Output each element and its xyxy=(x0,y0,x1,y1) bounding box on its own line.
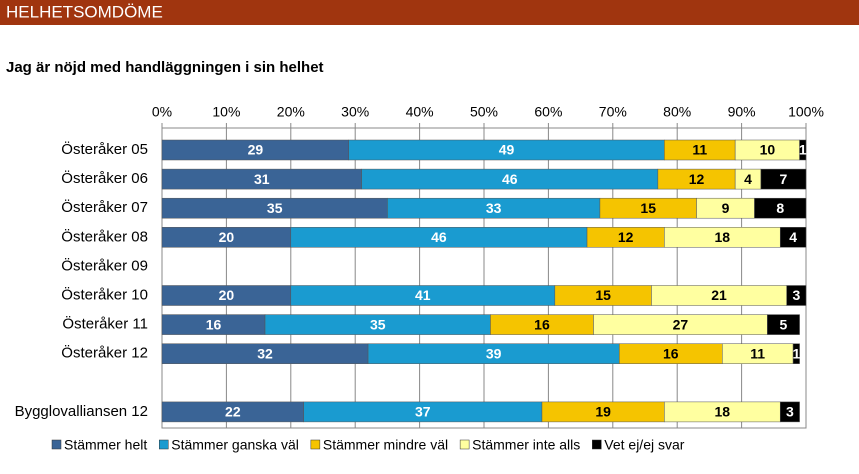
data-label: 20 xyxy=(219,287,235,303)
legend-swatch xyxy=(310,439,321,450)
data-label: 10 xyxy=(760,142,776,158)
data-label: 1 xyxy=(799,142,807,158)
x-tick-label: 0% xyxy=(152,104,172,120)
x-tick-label: 30% xyxy=(341,104,369,120)
data-label: 12 xyxy=(618,229,634,245)
data-label: 22 xyxy=(225,404,241,420)
data-label: 39 xyxy=(486,345,502,361)
data-label: 18 xyxy=(714,229,730,245)
data-label: 1 xyxy=(792,345,800,361)
bar-segment xyxy=(767,314,800,335)
y-tick-label: Österåker 10 xyxy=(61,285,148,303)
x-tick-label: 20% xyxy=(277,104,305,120)
x-tick-label: 40% xyxy=(406,104,434,120)
data-label: 8 xyxy=(776,200,784,216)
data-label: 12 xyxy=(689,171,705,187)
header-band xyxy=(0,0,859,25)
data-label: 11 xyxy=(750,345,765,361)
data-label: 18 xyxy=(714,404,730,420)
x-tick-label: 100% xyxy=(788,104,824,120)
data-label: 32 xyxy=(257,345,273,361)
data-label: 35 xyxy=(267,200,283,216)
x-tick-label: 50% xyxy=(470,104,498,120)
data-label: 33 xyxy=(486,200,502,216)
y-tick-label: Österåker 11 xyxy=(62,315,148,333)
legend-swatch xyxy=(159,439,169,450)
y-tick-label: Österåker 12 xyxy=(61,344,148,362)
y-tick-label: Österåker 07 xyxy=(61,198,148,216)
x-tick-label: 70% xyxy=(599,104,627,120)
legend-label: Stämmer helt xyxy=(64,437,147,453)
legend-swatch xyxy=(459,439,470,450)
data-label: 19 xyxy=(595,404,611,420)
y-tick-label: Bygglovalliansen 12 xyxy=(15,403,148,420)
y-tick-label: Österåker 08 xyxy=(61,227,148,245)
bar-segment xyxy=(792,343,800,364)
data-label: 31 xyxy=(254,171,270,187)
data-label: 37 xyxy=(415,404,431,420)
data-label: 3 xyxy=(786,404,794,420)
bar-segment xyxy=(760,168,807,190)
data-label: 9 xyxy=(722,200,730,216)
bar-segment xyxy=(779,401,800,423)
data-label: 46 xyxy=(431,229,447,245)
chart-title: Jag är nöjd med handläggningen i sin hel… xyxy=(6,59,324,76)
legend-label: Stämmer mindre väl xyxy=(323,437,448,453)
y-tick-label: Österåker 05 xyxy=(61,140,148,158)
data-label: 4 xyxy=(789,229,797,245)
data-label: 16 xyxy=(534,316,550,332)
data-label: 5 xyxy=(780,316,788,332)
data-label: 16 xyxy=(663,345,679,361)
data-label: 4 xyxy=(744,171,752,187)
legend-label: Stämmer inte alls xyxy=(472,437,580,453)
x-tick-label: 60% xyxy=(534,104,562,120)
bar-segment xyxy=(754,197,807,219)
legend-swatch xyxy=(51,439,62,450)
data-label: 15 xyxy=(640,200,656,216)
y-tick-label: Österåker 09 xyxy=(61,256,148,274)
legend-swatch xyxy=(592,439,602,450)
data-label: 27 xyxy=(673,316,689,332)
data-label: 16 xyxy=(206,316,222,332)
data-label: 29 xyxy=(248,142,264,158)
data-label: 15 xyxy=(595,287,611,303)
data-label: 7 xyxy=(780,171,788,187)
data-label: 35 xyxy=(370,316,386,332)
data-label: 49 xyxy=(499,142,515,158)
data-label: 21 xyxy=(711,287,727,303)
y-tick-label: Österåker 06 xyxy=(61,169,148,187)
bar-segment xyxy=(779,227,807,248)
data-label: 46 xyxy=(502,171,518,187)
legend-label: Vet ej/ej svar xyxy=(604,437,684,453)
bar-segment xyxy=(786,285,807,306)
x-tick-label: 10% xyxy=(212,104,240,120)
data-label: 20 xyxy=(219,229,235,245)
legend-label: Stämmer ganska väl xyxy=(171,437,299,453)
x-tick-label: 90% xyxy=(728,104,756,120)
x-tick-label: 80% xyxy=(663,104,691,120)
data-label: 3 xyxy=(792,287,800,303)
data-label: 41 xyxy=(415,287,431,303)
data-label: 11 xyxy=(692,142,707,158)
bar-segment xyxy=(799,139,807,161)
header-title: HELHETSOMDÖME xyxy=(6,2,163,21)
